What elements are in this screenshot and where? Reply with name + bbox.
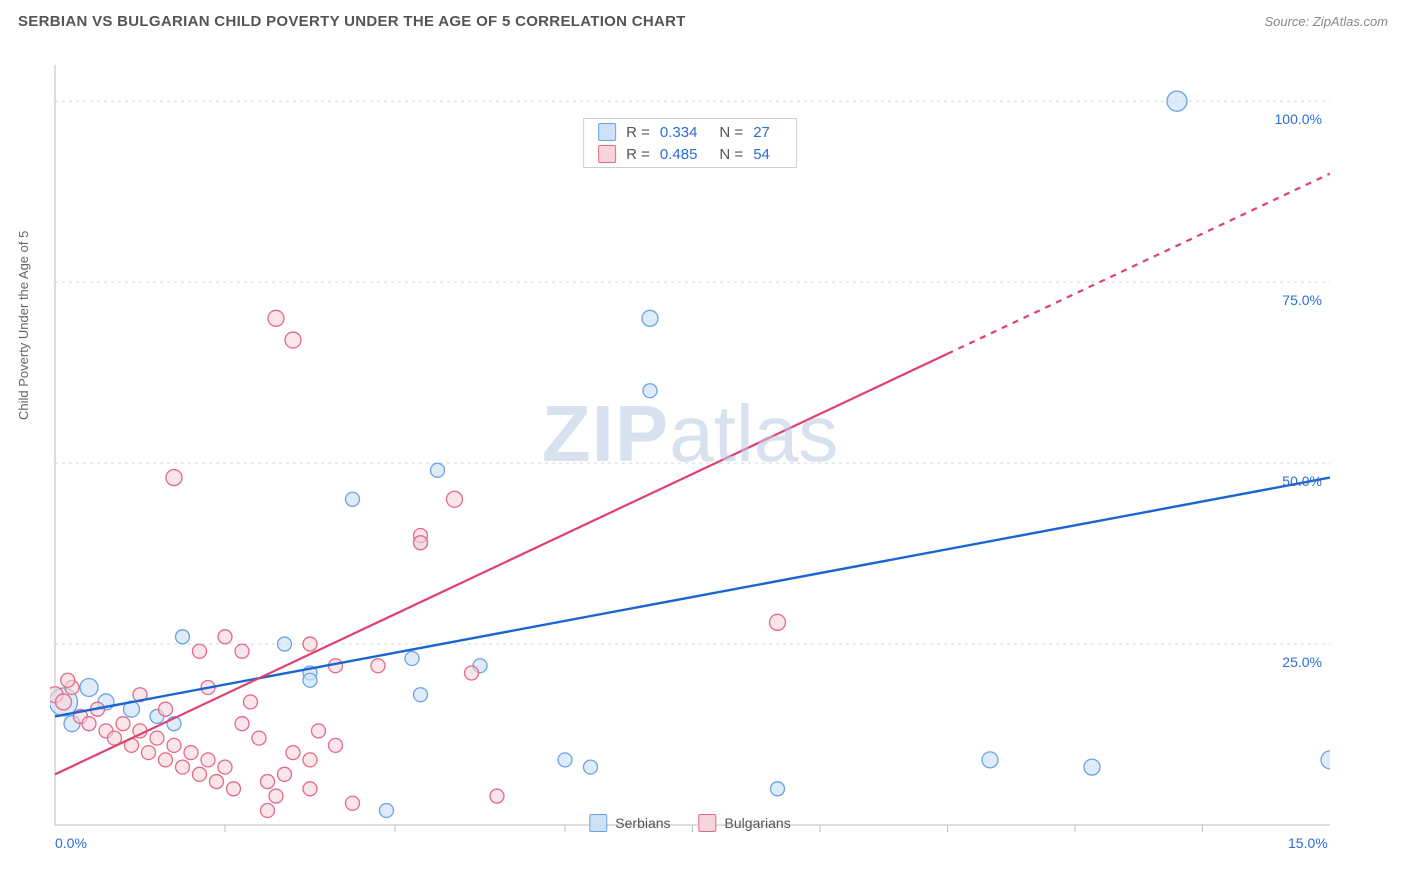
legend-n-value: 54 bbox=[753, 146, 770, 163]
legend-r-value: 0.334 bbox=[660, 124, 698, 141]
bottom-legend: Serbians Bulgarians bbox=[589, 814, 790, 832]
correlation-chart: ZIPatlas R =0.334N =27R =0.485N =54 25.0… bbox=[50, 60, 1330, 840]
x-tick-label: 15.0% bbox=[1288, 835, 1328, 851]
title-bar: SERBIAN VS BULGARIAN CHILD POVERTY UNDER… bbox=[0, 0, 1406, 42]
legend-swatch bbox=[598, 123, 616, 141]
legend-r-value: 0.485 bbox=[660, 146, 698, 163]
legend-label: Serbians bbox=[615, 815, 670, 831]
legend-swatch bbox=[598, 145, 616, 163]
legend-label: Bulgarians bbox=[725, 815, 791, 831]
x-tick-label: 0.0% bbox=[55, 835, 87, 851]
y-tick-label: 50.0% bbox=[1282, 473, 1322, 489]
bottom-legend-item: Bulgarians bbox=[699, 814, 791, 832]
legend-n-label: N = bbox=[719, 146, 743, 163]
y-axis-label: Child Poverty Under the Age of 5 bbox=[16, 231, 31, 420]
y-tick-label: 75.0% bbox=[1282, 292, 1322, 308]
legend-swatch bbox=[699, 814, 717, 832]
y-tick-label: 25.0% bbox=[1282, 654, 1322, 670]
legend-r-label: R = bbox=[626, 146, 650, 163]
y-tick-label: 100.0% bbox=[1275, 111, 1322, 127]
legend-row: R = 0.334 N = 27 bbox=[584, 121, 796, 143]
legend-r-label: R = bbox=[626, 124, 650, 141]
legend-swatch bbox=[589, 814, 607, 832]
source-label: Source: ZipAtlas.com bbox=[1264, 14, 1388, 29]
chart-svg bbox=[50, 60, 1330, 840]
legend-row: R = 0.485 N = 54 bbox=[584, 143, 796, 165]
legend-n-label: N = bbox=[719, 124, 743, 141]
legend-n-value: 27 bbox=[753, 124, 770, 141]
bottom-legend-item: Serbians bbox=[589, 814, 670, 832]
page-title: SERBIAN VS BULGARIAN CHILD POVERTY UNDER… bbox=[18, 13, 686, 30]
legend-box: R = 0.334 N = 27 R = 0.485 N = 54 bbox=[583, 118, 797, 168]
